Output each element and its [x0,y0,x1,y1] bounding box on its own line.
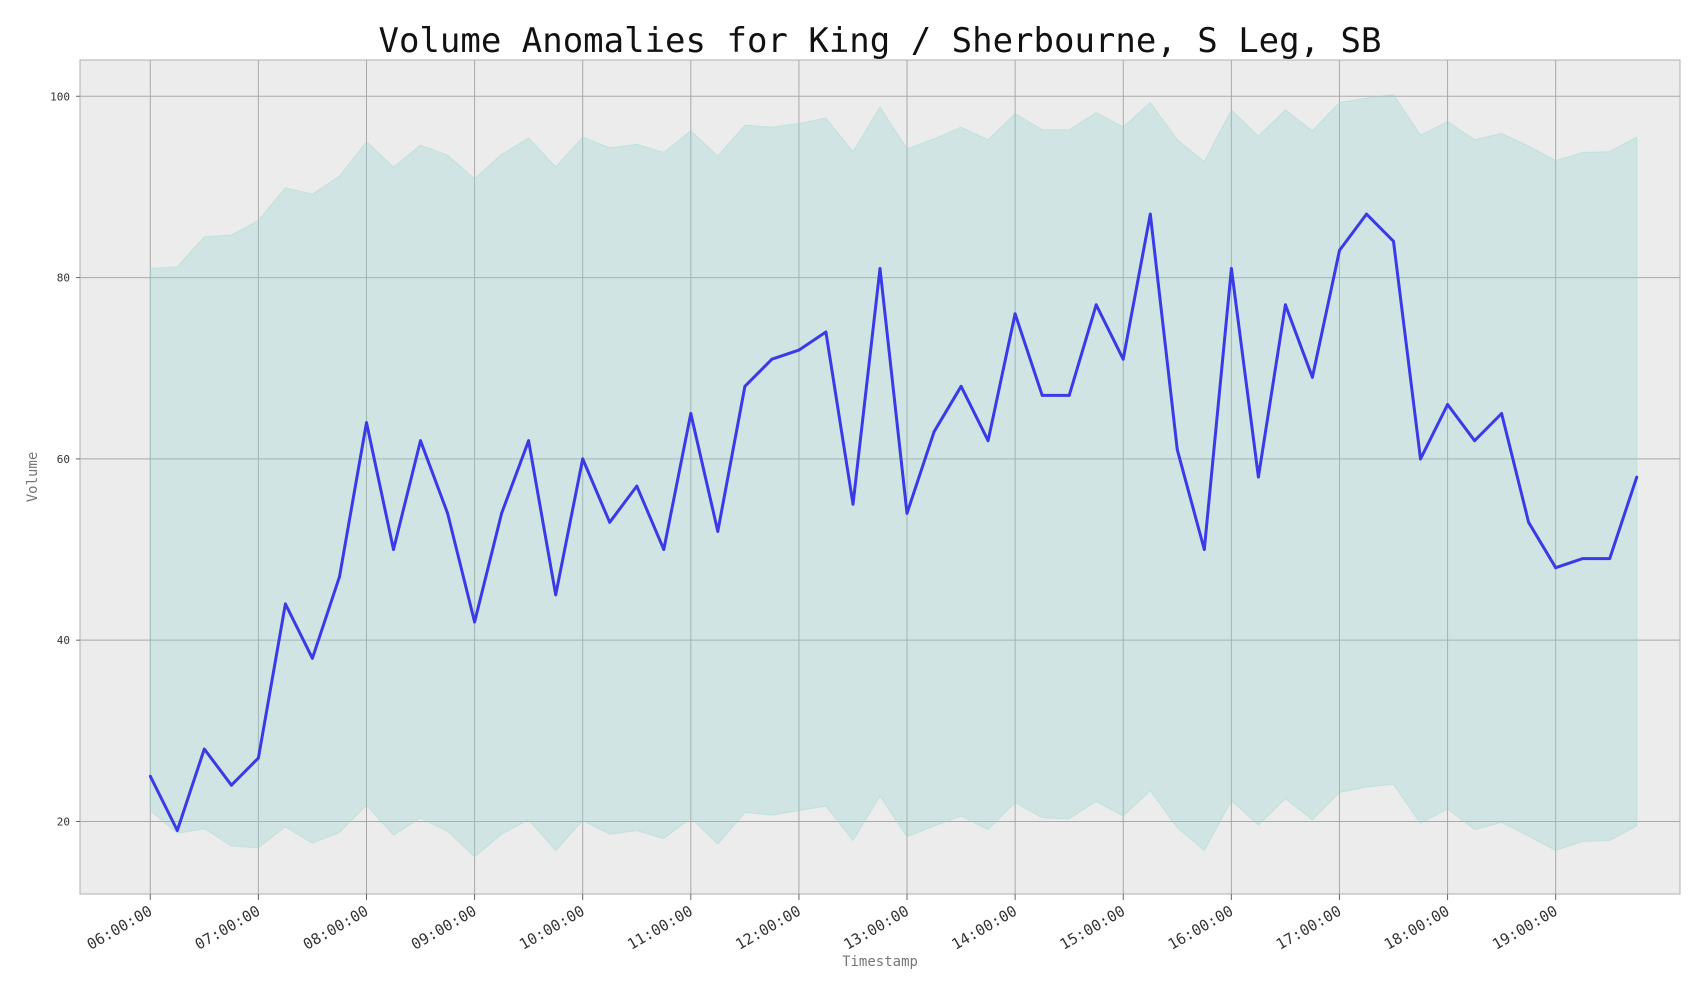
x-tick-label: 07:00:00 [192,902,264,954]
data-point [1581,557,1585,560]
x-tick-labels: 06:00:00 07:00:00 08:00:00 09:00:00 10:00:00… [84,894,1561,954]
data-point [148,774,152,778]
data-point [1067,394,1071,397]
data-point [959,384,963,388]
data-point [554,593,558,597]
data-point [365,421,368,424]
data-point [1392,239,1395,243]
chart-title: Volume Anomalies for King / Sherbourne, … [378,21,1381,61]
data-point [1311,375,1314,379]
volume-series-line [148,212,1639,832]
data-point [1230,267,1233,270]
y-tick-label: 60 [57,453,70,466]
y-tick-label: 80 [57,272,70,285]
data-point [311,656,314,660]
plot-frame [79,59,1681,895]
data-point [1257,475,1260,479]
x-tick-label: 19:00:00 [1489,902,1561,954]
x-tick-label: 14:00:00 [949,902,1021,954]
x-tick-label: 09:00:00 [408,902,480,954]
data-point [1040,394,1044,397]
data-point [284,602,287,606]
x-tick-label: 11:00:00 [624,902,696,954]
data-point [527,439,530,443]
x-tick-label: 16:00:00 [1165,902,1237,954]
confidence-band-layer [149,93,1638,858]
confidence-band [149,93,1638,858]
data-point [797,348,801,352]
data-point [986,439,990,443]
data-point [1365,212,1368,216]
data-point [1500,412,1503,415]
data-point [446,511,449,515]
data-point [662,548,666,551]
y-axis-label: Volume [25,452,41,503]
data-point [419,439,422,443]
data-point [1284,303,1287,307]
data-point [1013,312,1017,316]
data-point [824,330,828,334]
plot-area [80,60,1680,894]
y-tick-label: 20 [57,815,70,828]
x-tick-label: 17:00:00 [1273,902,1345,954]
data-point [878,267,882,270]
data-point [392,548,395,551]
x-tick-label: 15:00:00 [1057,902,1129,954]
data-point [1608,557,1612,560]
data-point [1338,249,1341,252]
data-point [635,484,639,488]
data-point [1175,448,1179,452]
data-point [202,747,206,751]
data-point [716,530,720,533]
data-point [1419,457,1422,461]
x-tick-label: 08:00:00 [300,902,372,954]
x-tick-label: 06:00:00 [84,902,156,954]
y-tick-label: 100 [50,90,70,103]
data-point [743,384,747,388]
data-point [932,430,936,434]
x-axis-label: Timestamp [842,954,918,970]
data-point [689,412,693,415]
volume-line-layer [148,212,1639,832]
data-point [338,575,341,579]
grid-lines [80,60,1680,894]
data-point [175,829,179,832]
data-point [1148,212,1152,216]
x-tick-label: 12:00:00 [732,902,804,954]
data-point [500,511,503,515]
data-point [1554,566,1558,570]
data-point [230,783,233,787]
y-tick-label: 40 [57,634,70,647]
data-point [473,620,476,624]
data-point [851,502,855,506]
data-point [770,357,774,361]
data-point [905,511,909,515]
data-point [1473,439,1476,443]
data-point [1121,357,1125,361]
data-point [1202,548,1206,551]
x-tick-label: 10:00:00 [516,902,588,954]
x-tick-label: 18:00:00 [1381,902,1453,954]
x-tick-label: 13:00:00 [840,902,912,954]
data-point [608,520,612,524]
data-point [257,756,260,760]
data-point [1094,303,1098,307]
data-point [1527,520,1530,524]
data-point [1635,475,1639,479]
data-point [581,457,585,461]
data-point [1446,403,1449,406]
y-tick-labels: 20 40 60 80 100 [50,90,80,828]
